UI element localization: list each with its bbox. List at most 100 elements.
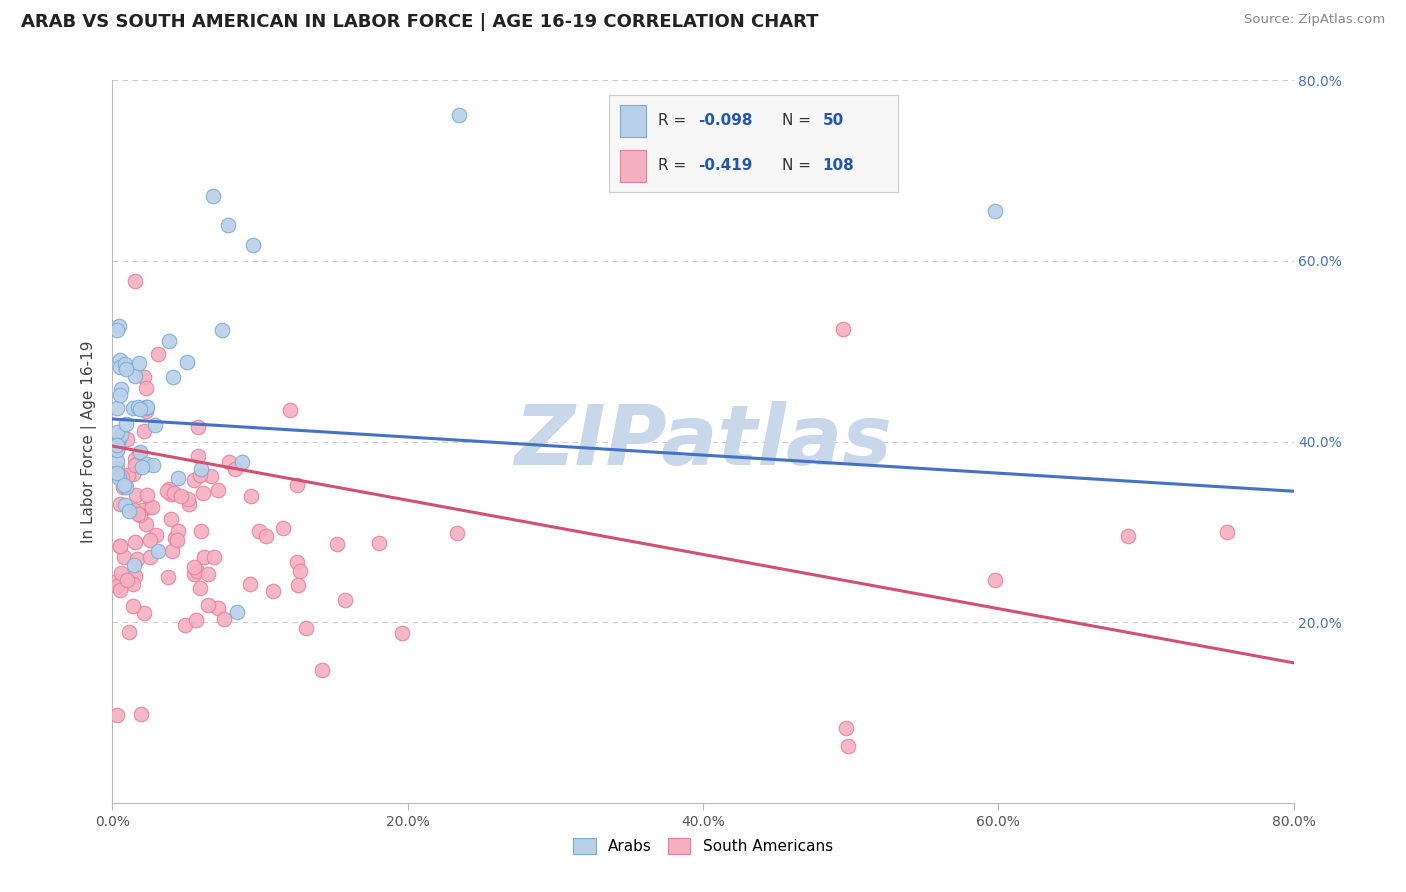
Point xyxy=(225,606,247,620)
Point xyxy=(115,480,138,494)
Point xyxy=(186,564,208,578)
Point xyxy=(108,539,131,553)
Point xyxy=(135,400,157,414)
Point xyxy=(224,462,246,476)
Point xyxy=(115,361,138,376)
Point xyxy=(183,567,205,582)
Point xyxy=(1116,529,1139,543)
Point xyxy=(122,577,145,591)
Point xyxy=(138,533,160,547)
Point xyxy=(391,626,413,640)
Point xyxy=(285,478,308,492)
Point xyxy=(105,442,128,456)
Point xyxy=(114,358,136,372)
Point xyxy=(145,528,167,542)
Point xyxy=(122,467,145,481)
Point xyxy=(446,525,468,540)
Point xyxy=(193,550,215,565)
Point xyxy=(115,417,138,432)
Point xyxy=(108,388,131,402)
Point xyxy=(118,504,141,518)
Point xyxy=(183,473,205,487)
Point xyxy=(832,321,855,335)
Point xyxy=(117,468,139,483)
Point xyxy=(108,539,131,553)
Point xyxy=(110,497,132,511)
Point xyxy=(162,370,184,384)
Point xyxy=(111,480,134,494)
Point xyxy=(135,404,157,418)
Point xyxy=(122,401,145,416)
Point xyxy=(142,458,165,473)
Point xyxy=(105,461,128,475)
Point xyxy=(125,552,148,566)
Point xyxy=(190,524,212,539)
Point xyxy=(129,707,152,722)
Legend: Arabs, South Americans: Arabs, South Americans xyxy=(567,832,839,860)
Point xyxy=(156,484,179,499)
Point xyxy=(242,237,264,252)
Text: Source: ZipAtlas.com: Source: ZipAtlas.com xyxy=(1244,13,1385,27)
Point xyxy=(157,334,180,348)
Point xyxy=(239,489,262,503)
Point xyxy=(111,470,134,484)
Point xyxy=(159,486,181,500)
Point xyxy=(114,498,136,512)
Point xyxy=(157,570,180,584)
Point xyxy=(110,566,132,581)
Point xyxy=(231,455,253,469)
Point xyxy=(105,401,128,415)
Point xyxy=(124,503,146,517)
Point xyxy=(368,535,391,549)
Point xyxy=(170,489,193,503)
Point xyxy=(184,614,207,628)
Point xyxy=(835,721,858,735)
Point xyxy=(135,401,157,415)
Point xyxy=(127,400,149,414)
Point xyxy=(177,497,200,511)
Point xyxy=(128,508,150,523)
Point xyxy=(115,432,138,446)
Point xyxy=(128,401,150,416)
Point xyxy=(131,502,153,516)
Point xyxy=(105,574,128,589)
Point xyxy=(112,477,135,491)
Point xyxy=(114,549,136,564)
Point xyxy=(118,625,141,640)
Point xyxy=(105,467,128,481)
Point xyxy=(124,458,146,472)
Point xyxy=(105,323,128,337)
Point xyxy=(271,521,294,535)
Point xyxy=(138,550,160,565)
Point xyxy=(166,533,188,547)
Point xyxy=(141,500,163,515)
Point xyxy=(136,488,159,502)
Point xyxy=(211,323,233,337)
Point xyxy=(108,319,131,334)
Point xyxy=(108,360,131,375)
Point xyxy=(105,579,128,593)
Point xyxy=(217,218,239,232)
Point xyxy=(124,535,146,549)
Point xyxy=(163,532,186,546)
Point xyxy=(135,381,157,395)
Point xyxy=(247,524,270,538)
Point xyxy=(105,708,128,723)
Point xyxy=(288,564,311,578)
Point xyxy=(115,573,138,587)
Point xyxy=(287,578,309,592)
Point xyxy=(108,353,131,368)
Point xyxy=(837,739,859,753)
Point xyxy=(197,599,219,613)
Point xyxy=(188,468,211,483)
Point xyxy=(167,524,190,539)
Point xyxy=(201,189,224,203)
Point xyxy=(157,482,180,496)
Point xyxy=(183,559,205,574)
Point xyxy=(187,449,209,463)
Point xyxy=(105,442,128,456)
Point xyxy=(124,368,146,383)
Point xyxy=(124,452,146,467)
Point xyxy=(254,529,277,543)
Point xyxy=(110,427,132,442)
